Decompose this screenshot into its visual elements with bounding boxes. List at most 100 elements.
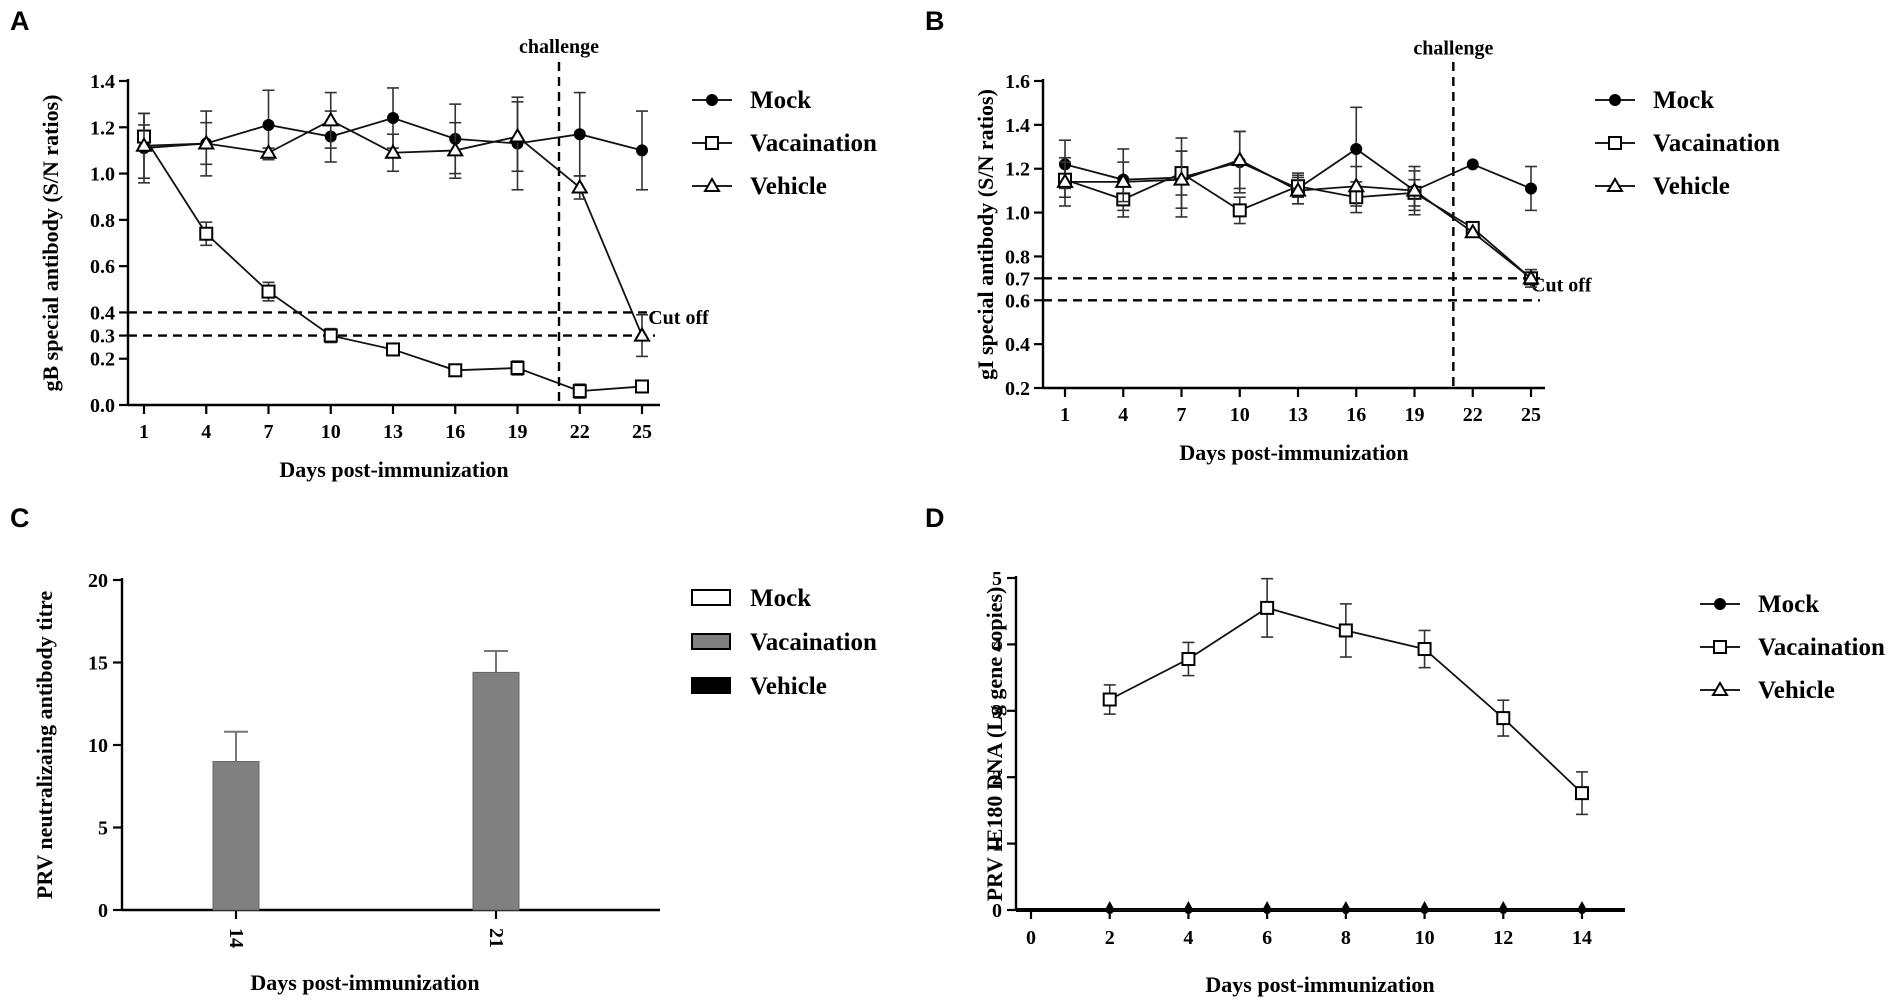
legend-label-vacaination: Vacaination [1758,634,1885,661]
y-tick-label: 0.4 [1005,334,1030,356]
bar-vacaination-14 [212,761,260,911]
legend-marker-mock [1714,598,1726,610]
panel-letter: B [925,6,945,36]
cut-off-label: Cut off [1531,275,1592,297]
data-point-mock [573,128,586,141]
data-point-vacaination [1496,711,1511,726]
y-tick-label: 1.4 [90,71,115,93]
data-point-vacaination [1260,600,1275,615]
data-point-vacaination [1417,642,1432,657]
legend-marker-vacaination [1608,136,1622,150]
data-point-vacaination [323,328,338,343]
y-tick-label: 0.2 [1005,378,1030,400]
x-tick-label: 7 [1177,404,1187,426]
data-point-vehicle [1172,170,1191,186]
panel-letter: D [925,503,945,533]
legend-label-vehicle: Vehicle [750,673,827,700]
challenge-label: challenge [519,36,599,58]
data-point-vehicle [1347,177,1365,193]
legend-label-mock: Mock [750,585,811,612]
panel-b: B 0.2 0.4 0.60.70.8 1.0 1.2 1.4 1.6 1 4 7 10 13 16 19 2… [925,6,1780,465]
data-point-vehicle [1576,901,1588,912]
y-tick-label: 2 [992,767,1002,789]
x-tick-label: 0 [1026,927,1036,949]
x-tick-label: 6 [1262,927,1272,949]
legend-marker-vacaination [1713,640,1727,654]
x-tick-label: 8 [1341,927,1351,949]
data-point-mock [1525,182,1537,195]
y-axis-title: PRV neutralizaing antibody titre [32,591,57,899]
y-tick-label: 0 [98,900,108,922]
series-vacaination [137,124,649,399]
data-point-vehicle [1289,181,1307,197]
y-tick-label: 0.8 [90,210,115,232]
data-point-vehicle [508,127,527,143]
y-tick-label: 4 [992,634,1002,656]
y-tick-label: 1.4 [1005,115,1030,137]
x-tick-label: 22 [570,421,590,443]
x-tick-label: 13 [383,421,403,443]
data-point-vehicle [1405,181,1424,197]
data-point-vehicle [571,178,589,194]
data-point-vacaination [1181,652,1196,667]
legend-label-vacaination: Vacaination [750,629,877,656]
bar-vacaination-21 [472,671,520,911]
data-point-vehicle [1464,223,1482,239]
legend-swatch-vacaination [691,633,731,650]
x-tick-label: 10 [1230,404,1250,426]
x-axis-title: Days post-immunization [1179,440,1408,465]
legend-label-vehicle: Vehicle [1653,173,1730,200]
data-point-vehicle [384,143,402,159]
challenge-label: challenge [1413,38,1493,60]
data-point-vacaination [448,363,463,378]
x-axis-title: Days post-immunization [250,970,479,995]
data-point-vehicle [1497,901,1510,912]
x-tick-label: 16 [1346,404,1366,426]
x-tick-label: 4 [1183,927,1193,949]
legend-marker-mock [1609,94,1621,106]
x-tick-label: 25 [1521,404,1541,426]
x-tick-label: 19 [508,421,528,443]
data-point-vehicle [1261,901,1274,912]
y-tick-label: 0.3 [90,326,115,348]
data-point-vehicle [1056,172,1074,188]
x-tick-label: 14 [1572,927,1592,949]
data-point-vacaination [1575,786,1589,801]
data-point-mock [636,144,648,157]
panel-a: A 0.0 0.20.30.4 0.6 0.8 1.0 1.2 1.4 1 4 7 10 13 16 19 2… [10,6,877,482]
data-point-vacaination [635,379,649,394]
data-point-mock [262,118,275,131]
y-axis-title: gI special antibody (S/N ratios) [973,89,998,380]
legend-label-vacaination: Vacaination [1653,130,1780,157]
y-tick-label: 5 [992,568,1002,590]
legend-marker-vehicle [703,177,721,192]
data-point-vacaination [572,384,587,399]
panel-letter: C [10,503,30,533]
x-tick-label: 21 [485,928,507,948]
y-tick-label: 1 [992,834,1002,856]
data-point-vacaination [510,360,525,375]
data-point-vehicle [1418,901,1431,912]
series-vehicle [135,91,651,358]
y-tick-label: 0.7 [1005,268,1030,290]
legend-label-vehicle: Vehicle [750,173,827,200]
panel-c: C 0 5 10 15 20 14 21 PRV neutralizaing antibody … [10,503,877,995]
data-point-mock [387,112,399,125]
y-tick-label: 0.4 [90,302,115,324]
data-point-vacaination [261,284,276,299]
y-tick-label: 1.2 [1005,159,1030,181]
data-point-vehicle [322,111,340,127]
data-point-vehicle [446,141,464,157]
y-tick-label: 0 [992,900,1002,922]
data-point-vacaination [199,226,214,241]
legend-label-mock: Mock [750,87,811,114]
x-tick-label: 2 [1105,927,1115,949]
legend-marker-vehicle [1606,177,1624,192]
data-point-vehicle [1231,150,1249,166]
legend-marker-vehicle [1711,681,1729,696]
y-tick-label: 20 [88,570,108,592]
data-point-vehicle [1522,269,1540,285]
series-vacaination [212,649,520,911]
y-tick-label: 3 [992,701,1002,723]
